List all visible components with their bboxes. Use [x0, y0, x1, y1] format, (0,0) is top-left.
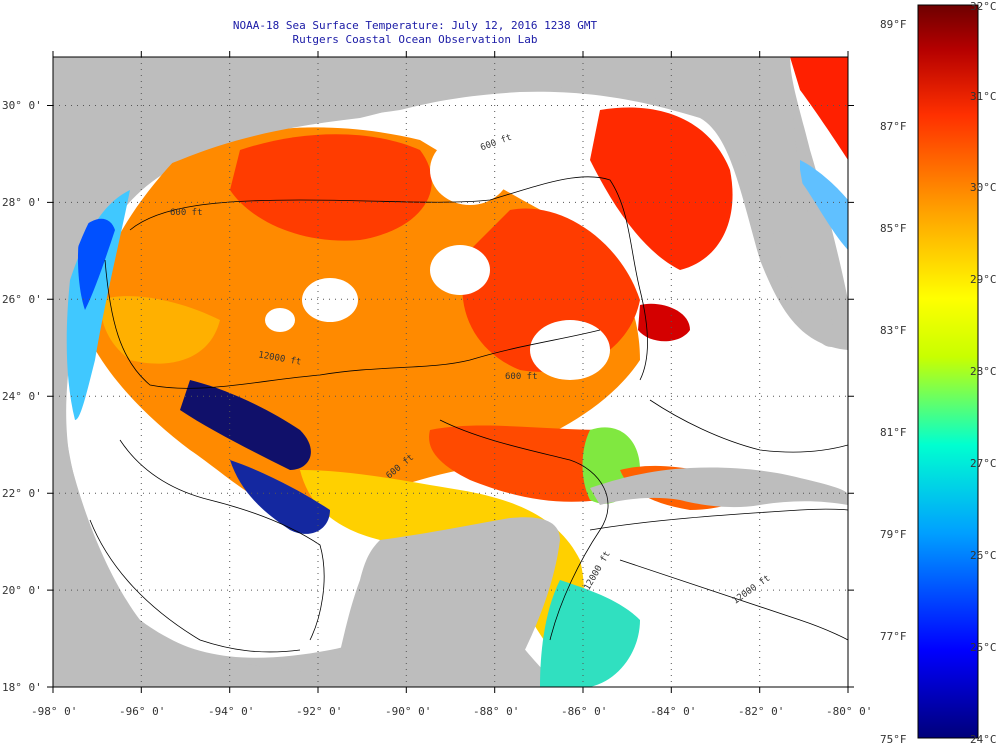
contour-label: 600 ft [505, 372, 538, 382]
lat-tick-label: 26° 0' [2, 293, 42, 306]
lon-tick-label: -90° 0' [385, 705, 432, 718]
cuba-land [590, 467, 848, 508]
colorbar-celsius-label: 26°C [970, 549, 997, 562]
colorbar [917, 4, 979, 739]
colorbar-fahrenheit-label: 75°F [880, 733, 907, 746]
map-title: NOAA-18 Sea Surface Temperature: July 12… [232, 19, 598, 32]
colorbar-fahrenheit-label: 85°F [880, 222, 907, 235]
axis-ticks [47, 51, 854, 693]
colorbar-celsius-label: 24°C [970, 733, 997, 746]
lon-tick-label: -96° 0' [119, 705, 166, 718]
colorbar-fahrenheit-label: 87°F [880, 120, 907, 133]
colorbar-fahrenheit-label: 83°F [880, 324, 907, 337]
map-subtitle: Rutgers Coastal Ocean Observation Lab [292, 33, 538, 46]
colorbar-fahrenheit-label: 77°F [880, 630, 907, 643]
lon-tick-label: -86° 0' [561, 705, 608, 718]
us-gulf-coast-land [53, 57, 790, 330]
colorbar-fahrenheit-label: 89°F [880, 18, 907, 31]
colorbar-celsius-label: 32°C [970, 0, 997, 13]
lon-tick-label: -82° 0' [738, 705, 785, 718]
contour-label: 600 ft [170, 208, 203, 218]
mexico-land [53, 330, 330, 687]
lat-tick-label: 24° 0' [2, 390, 42, 403]
florida-land [720, 57, 835, 347]
lon-tick-label: -84° 0' [650, 705, 697, 718]
colorbar-fahrenheit-label: 81°F [880, 426, 907, 439]
bathymetry-contours [89, 176, 848, 653]
lat-tick-label: 18° 0' [2, 681, 42, 694]
yucatan-land [330, 517, 560, 687]
graticule [53, 57, 848, 687]
lon-tick-label: -80° 0' [826, 705, 873, 718]
colorbar-celsius-label: 28°C [970, 365, 997, 378]
lat-tick-label: 22° 0' [2, 487, 42, 500]
colorbar-celsius-label: 27°C [970, 457, 997, 470]
colorbar-fahrenheit-label: 79°F [880, 528, 907, 541]
lon-tick-label: -98° 0' [31, 705, 78, 718]
lat-tick-label: 30° 0' [2, 99, 42, 112]
colorbar-celsius-label: 29°C [970, 273, 997, 286]
lat-tick-label: 20° 0' [2, 584, 42, 597]
colorbar-celsius-label: 31°C [970, 90, 997, 103]
lon-tick-label: -94° 0' [208, 705, 255, 718]
colorbar-celsius-label: 30°C [970, 181, 997, 194]
lon-tick-label: -88° 0' [473, 705, 520, 718]
lat-tick-label: 28° 0' [2, 196, 42, 209]
lon-tick-label: -92° 0' [296, 705, 343, 718]
map-frame [52, 56, 849, 688]
colorbar-celsius-label: 25°C [970, 641, 997, 654]
